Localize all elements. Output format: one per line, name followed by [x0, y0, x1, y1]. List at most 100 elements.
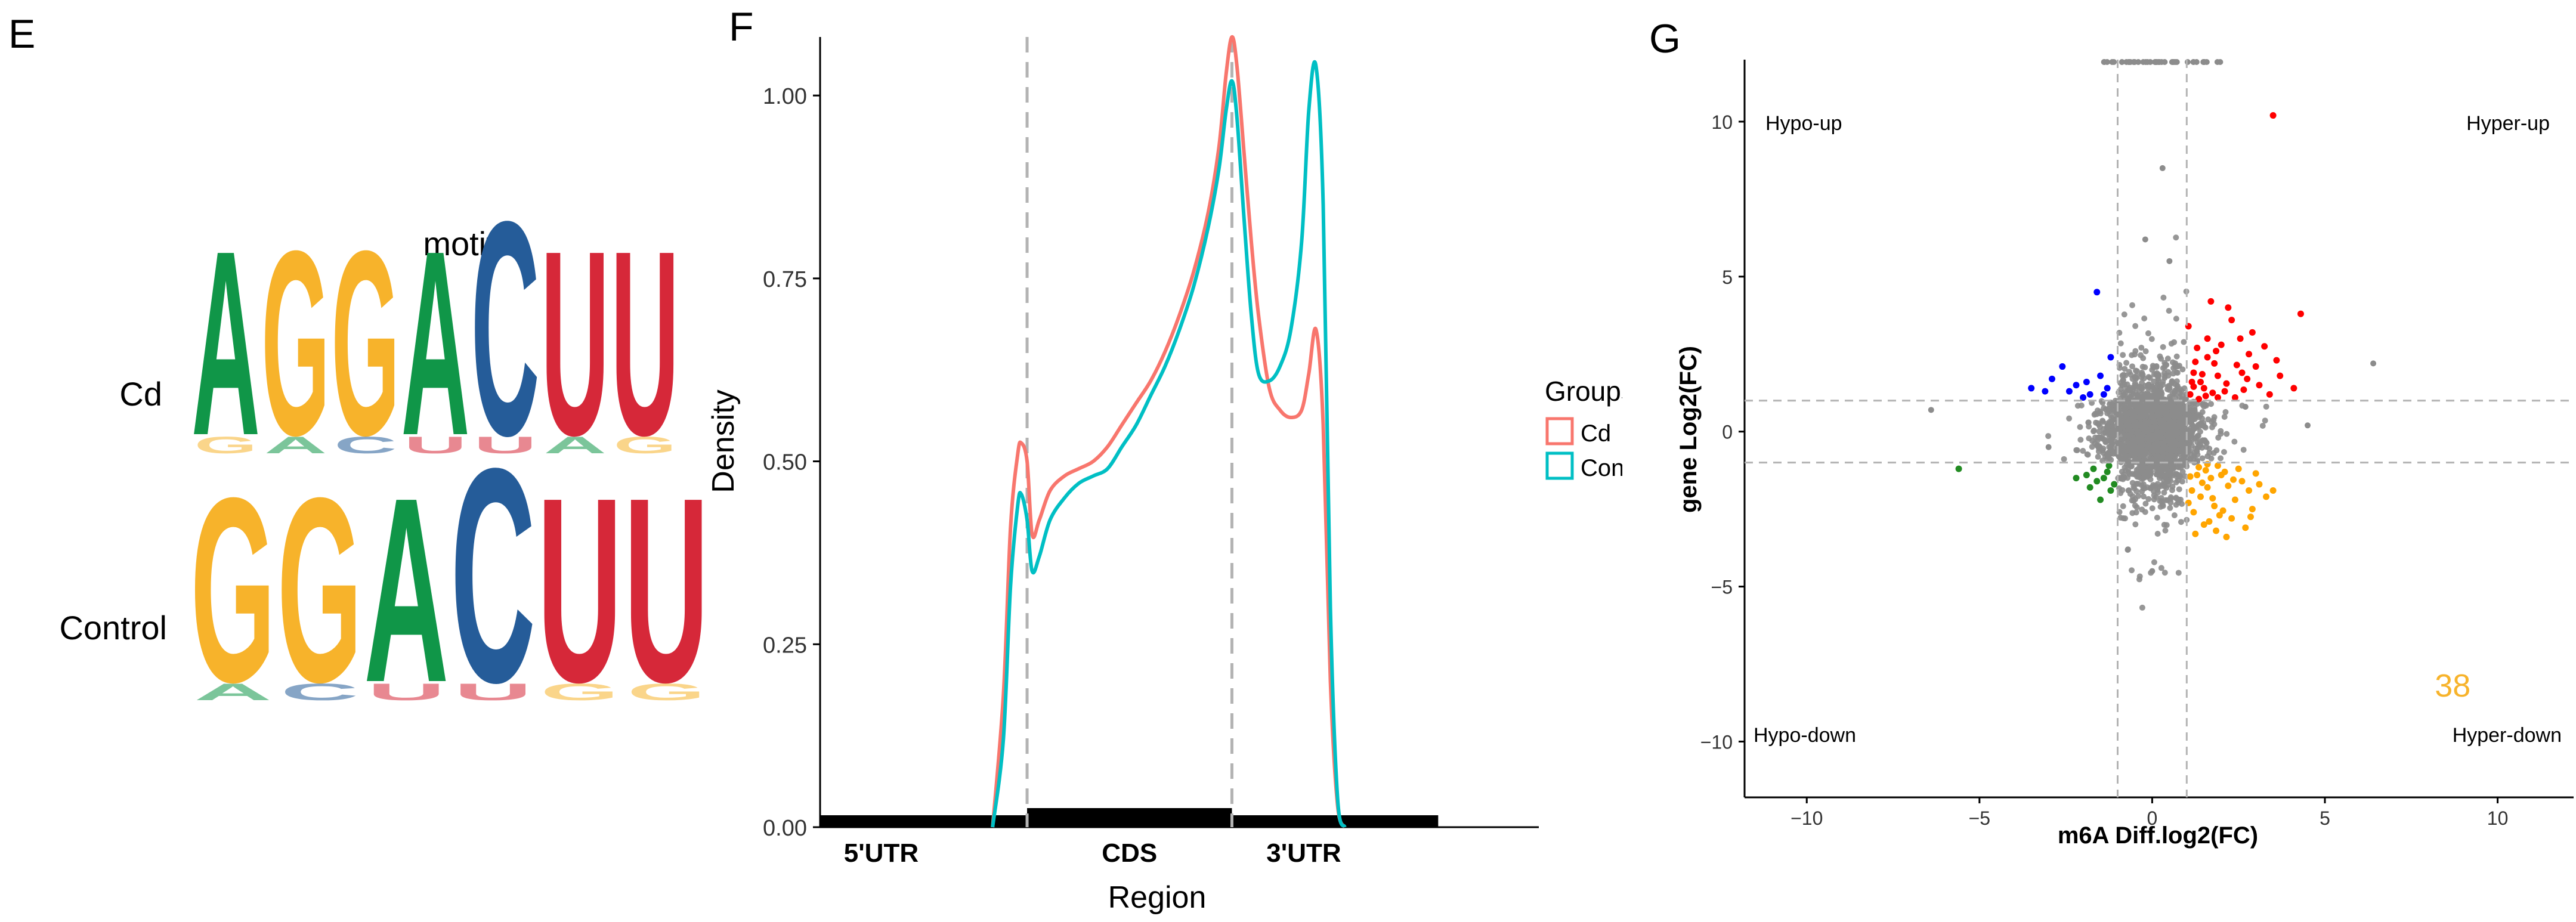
- scatter-point: [2089, 438, 2096, 444]
- scatter-point-hyper-down: [2256, 481, 2263, 488]
- scatter-point: [2130, 483, 2137, 490]
- quadrant-label-hypo-down: Hypo-down: [1754, 724, 1856, 747]
- scatter-point: [2176, 409, 2183, 415]
- scatter-point: [2124, 546, 2131, 553]
- scatter-point: [2123, 447, 2129, 453]
- scatter-point-hyper-up: [2214, 372, 2221, 379]
- scatter-point: [2162, 527, 2169, 534]
- scatter-point: [2085, 419, 2092, 426]
- scatter-point-hyper-up: [2197, 379, 2204, 386]
- scatter-point: [2108, 439, 2114, 445]
- scatter-point: [2179, 392, 2185, 398]
- scatter-point: [2203, 444, 2210, 450]
- quadrant-label-hyper-up: Hyper-up: [2466, 112, 2550, 135]
- scatter-point: [2094, 442, 2101, 448]
- scatter-point: [2129, 567, 2135, 574]
- scatter-point-clipped: [2190, 59, 2197, 65]
- scatter-point: [2123, 432, 2130, 439]
- scatter-point: [2163, 408, 2169, 414]
- scatter-point: [2165, 369, 2172, 375]
- scatter-point: [2061, 456, 2067, 462]
- scatter-axes: −10 −5 0 5 10 −10 −5 0 5 10: [1700, 60, 2574, 829]
- scatter-point: [2141, 315, 2148, 322]
- scatter-point-hyper-down: [2209, 494, 2216, 502]
- panel-label-f: F: [729, 4, 754, 49]
- scatter-point: [2168, 444, 2175, 451]
- scatter-point: [2154, 468, 2160, 474]
- scatter-point: [2175, 422, 2181, 428]
- scatter-point: [2259, 422, 2266, 429]
- scatter-point: [2135, 493, 2142, 499]
- legend-key-control: [1545, 451, 1574, 480]
- scatter-point-hyper-up: [2290, 385, 2297, 392]
- scatter-point-hyper-up: [2256, 382, 2263, 389]
- scatter-point: [2199, 455, 2206, 462]
- scatter-point: [2105, 423, 2111, 430]
- scatter-point-hypo-down: [2097, 496, 2104, 503]
- scatter-point-hyper-up: [2195, 395, 2203, 403]
- scatter-point: [2141, 426, 2148, 432]
- scatter-point-hypo-up: [2086, 391, 2093, 398]
- scatter-point: [2151, 378, 2157, 385]
- logo-minor-letter: U: [404, 432, 466, 459]
- scatter-y-tick-label: 5: [1722, 267, 1733, 288]
- scatter-point-hyper-down: [2204, 484, 2211, 491]
- scatter-point-hypo-up: [2097, 372, 2104, 379]
- logo-minor-letter: A: [544, 432, 607, 459]
- gene-model-cds: [1027, 808, 1232, 827]
- scatter-point-hypo-down: [2111, 481, 2118, 488]
- scatter-point: [2165, 453, 2172, 460]
- scatter-point: [2167, 494, 2174, 500]
- scatter-point: [2106, 401, 2113, 407]
- scatter-point-hyper-down: [2214, 462, 2221, 469]
- scatter-point: [2123, 462, 2130, 468]
- scatter-point: [2077, 424, 2083, 431]
- scatter-point: [2107, 446, 2114, 453]
- group-hyper-down: [2185, 460, 2277, 540]
- scatter-point-hypo-up: [2093, 289, 2101, 296]
- scatter-point-hyper-up: [2190, 369, 2197, 376]
- scatter-point: [2129, 352, 2135, 358]
- scatter-point: [2125, 454, 2132, 460]
- panel-f: F Density Region 0.00 0.25 0.50 0.75 1.00 5'…: [706, 4, 1622, 915]
- scatter-point-hyper-down: [2238, 478, 2246, 485]
- scatter-point: [2132, 403, 2139, 409]
- scatter-point: [2139, 442, 2146, 448]
- scatter-point: [2195, 422, 2201, 428]
- logo-letter-g: G: [277, 443, 362, 737]
- scatter-point-hypo-up: [2073, 382, 2080, 389]
- scatter-point-hyper-up: [2187, 391, 2194, 398]
- scatter-point: [2173, 353, 2180, 360]
- scatter-point: [2160, 344, 2166, 350]
- scatter-point: [2178, 465, 2184, 471]
- logo-minor-letter: C: [334, 432, 397, 459]
- scatter-point-hyper-up: [2228, 317, 2235, 324]
- scatter-point: [2150, 488, 2157, 494]
- scatter-point: [2172, 454, 2178, 460]
- panel-label-g: G: [1649, 16, 1681, 61]
- scatter-point: [2132, 521, 2139, 528]
- scatter-point: [2158, 428, 2164, 434]
- scatter-point-hyper-down: [2216, 512, 2223, 519]
- scatter-point: [2121, 406, 2127, 412]
- scatter-point-hyper-down: [2206, 518, 2213, 525]
- scatter-point: [2089, 444, 2095, 450]
- scatter-point-clipped: [2161, 59, 2168, 65]
- scatter-point: [2154, 530, 2161, 537]
- scatter-point: [2154, 373, 2161, 380]
- scatter-point-hyper-up: [2273, 357, 2280, 364]
- scatter-point: [2120, 377, 2126, 383]
- density-y-tick-label: 1.00: [763, 84, 807, 109]
- group-hypo-down: [1955, 462, 2118, 503]
- scatter-point: [2132, 502, 2138, 509]
- scatter-point-clipped: [2203, 59, 2210, 65]
- logo-minor-letter: U: [454, 679, 532, 706]
- scatter-point: [2197, 442, 2204, 448]
- scatter-point-hypo-up: [2083, 379, 2090, 386]
- scatter-point: [2133, 430, 2140, 437]
- scatter-point: [2140, 396, 2147, 403]
- scatter-point: [2132, 323, 2139, 329]
- scatter-point: [2140, 464, 2147, 471]
- scatter-point-hyper-up: [2244, 375, 2251, 382]
